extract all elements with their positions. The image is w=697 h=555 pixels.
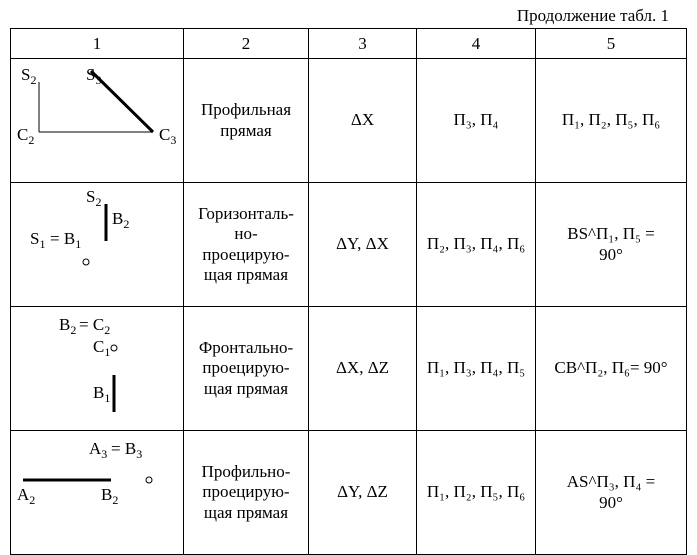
diagram-cell: B2 = C2C1 B1 [11, 307, 184, 431]
svg-text:B2: B2 [112, 209, 129, 231]
col3-cell: ΔX [309, 59, 417, 183]
svg-text:C3: C3 [159, 125, 176, 147]
svg-text:S1: S1 [30, 229, 45, 251]
header-5: 5 [536, 29, 687, 59]
col3-cell: ΔY, ΔX [309, 183, 417, 307]
svg-text:S3: S3 [86, 65, 101, 87]
svg-text:C1: C1 [93, 337, 110, 359]
name-cell: Горизонталь-но-проецирую-щая прямая [184, 183, 309, 307]
header-2: 2 [184, 29, 309, 59]
continuation-table: 1 2 3 4 5 S2 S3 C2 C3 Профильная прямаяΔXП₃,… [10, 28, 687, 555]
diagram-cell: A3 = B3 A2 B2 [11, 431, 184, 555]
table-row: A3 = B3 A2 B2 Профильно-проецирую-щая пряма… [11, 431, 687, 555]
svg-text:A2: A2 [17, 485, 35, 507]
diagram-cell: S2 S3 C2 C3 [11, 59, 184, 183]
col4-cell: П₁, П₃, П₄, П₅ [417, 307, 536, 431]
col4-cell: П₃, П₄ [417, 59, 536, 183]
col4-cell: П₁, П₂, П₅, П₆ [417, 431, 536, 555]
header-4: 4 [417, 29, 536, 59]
svg-text:= B1: = B1 [50, 229, 81, 251]
col5-cell: BS^П₁, П₅ =90° [536, 183, 687, 307]
svg-text:C2: C2 [17, 125, 34, 147]
col4-cell: П₂, П₃, П₄, П₆ [417, 183, 536, 307]
svg-text:B2: B2 [59, 315, 76, 337]
name-cell: Профильная прямая [184, 59, 309, 183]
svg-text:= C2: = C2 [79, 315, 110, 337]
col5-cell: П₁, П₂, П₅, П₆ [536, 59, 687, 183]
svg-text:A3: A3 [89, 439, 107, 461]
name-cell: Фронтально-проецирую-щая прямая [184, 307, 309, 431]
diagram-cell: S2 B2 S1 = B1 [11, 183, 184, 307]
col5-cell: CB^П₂, П₆= 90° [536, 307, 687, 431]
header-3: 3 [309, 29, 417, 59]
table-row: S2 S3 C2 C3 Профильная прямаяΔXП₃, П₄П₁, П₂,… [11, 59, 687, 183]
table-row: B2 = C2C1 B1 Фронтально-проецирую-щая прям… [11, 307, 687, 431]
svg-text:S2: S2 [86, 187, 101, 209]
svg-text:B1: B1 [93, 383, 110, 405]
name-cell: Профильно-проецирую-щая прямая [184, 431, 309, 555]
svg-text:= B3: = B3 [111, 439, 142, 461]
header-row: 1 2 3 4 5 [11, 29, 687, 59]
col3-cell: ΔX, ΔZ [309, 307, 417, 431]
header-1: 1 [11, 29, 184, 59]
table-caption: Продолжение табл. 1 [0, 0, 697, 28]
table-row: S2 B2 S1 = B1 Горизонталь-но-проецирую-щая … [11, 183, 687, 307]
col3-cell: ΔY, ΔZ [309, 431, 417, 555]
col5-cell: AS^П₃, П₄ =90° [536, 431, 687, 555]
svg-text:S2: S2 [21, 65, 36, 87]
svg-text:B2: B2 [101, 485, 118, 507]
